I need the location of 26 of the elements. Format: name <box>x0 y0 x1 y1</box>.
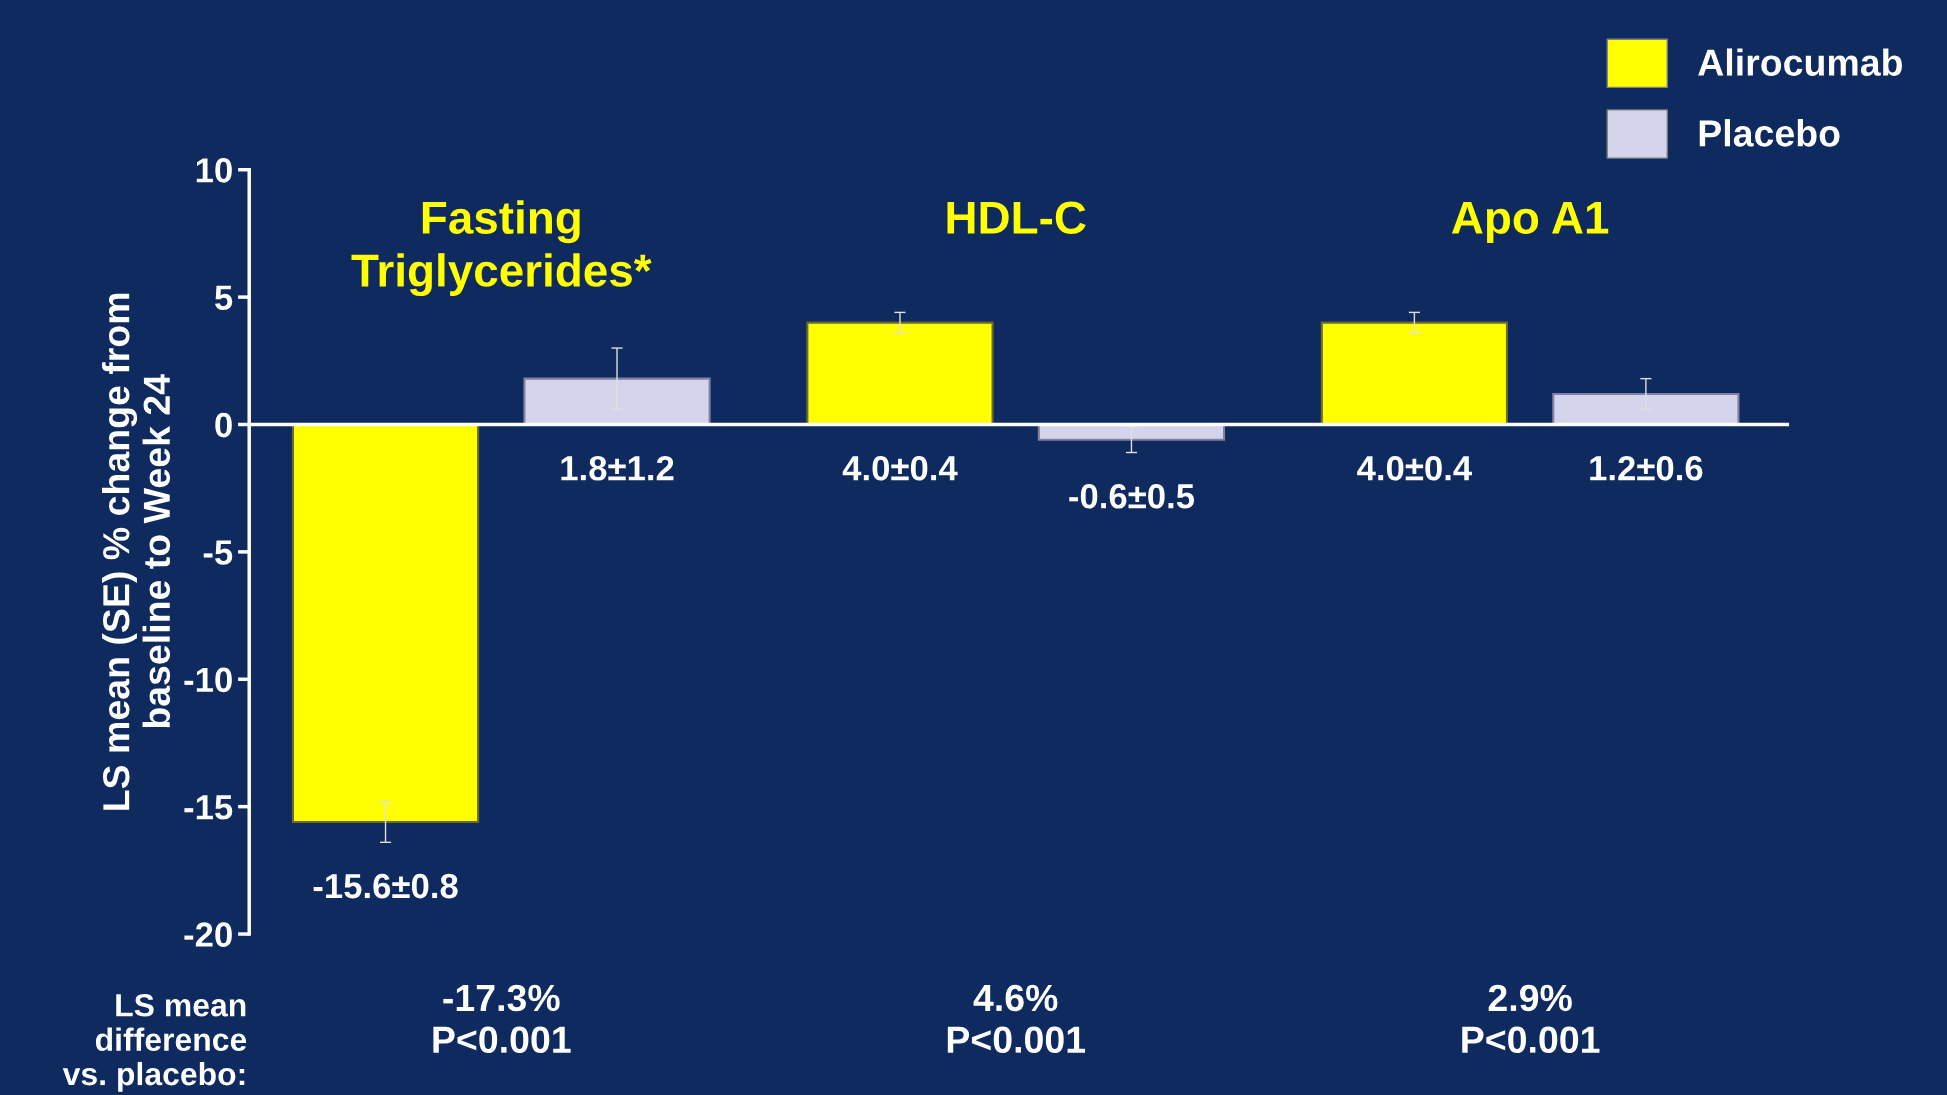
y-tick-label: 0 <box>215 412 232 438</box>
data-label: 4.0±0.4 <box>1357 455 1472 481</box>
x-tick-label: Fasting Triglycerides* <box>351 200 652 297</box>
bar <box>1320 321 1509 426</box>
y-tick-label: -15 <box>184 795 233 820</box>
data-label: 4.0±0.4 <box>842 455 958 481</box>
y-axis-title: LS mean (SE) % change from baseline to Week 24 <box>102 293 171 810</box>
text: 2.9% P<0.001 <box>1462 984 1600 1054</box>
x-tick-label: Apo A1 <box>1451 201 1609 244</box>
y-tick-label: -5 <box>203 540 233 565</box>
text: -17.3% P<0.001 <box>433 984 571 1054</box>
y-tick-label: -20 <box>184 922 232 947</box>
data-label: 1.2±0.6 <box>1590 455 1703 481</box>
y-tick-label: 10 <box>196 158 232 183</box>
legend-label: Alirocumab <box>1698 48 1902 76</box>
x-tick-label: HDL-C <box>947 201 1086 234</box>
text: LS mean difference vs. placebo: <box>62 993 247 1092</box>
bar <box>291 423 480 823</box>
text: 4.6% P<0.001 <box>947 984 1086 1054</box>
bar <box>806 321 994 426</box>
y-tick-label: -10 <box>184 667 232 693</box>
y-tick-label: 5 <box>215 285 233 311</box>
data-label: -15.6±0.8 <box>313 873 458 899</box>
data-label: 1.8±1.2 <box>561 455 674 481</box>
data-label: -0.6±0.5 <box>1069 484 1195 509</box>
legend-label: Placebo <box>1699 119 1840 147</box>
